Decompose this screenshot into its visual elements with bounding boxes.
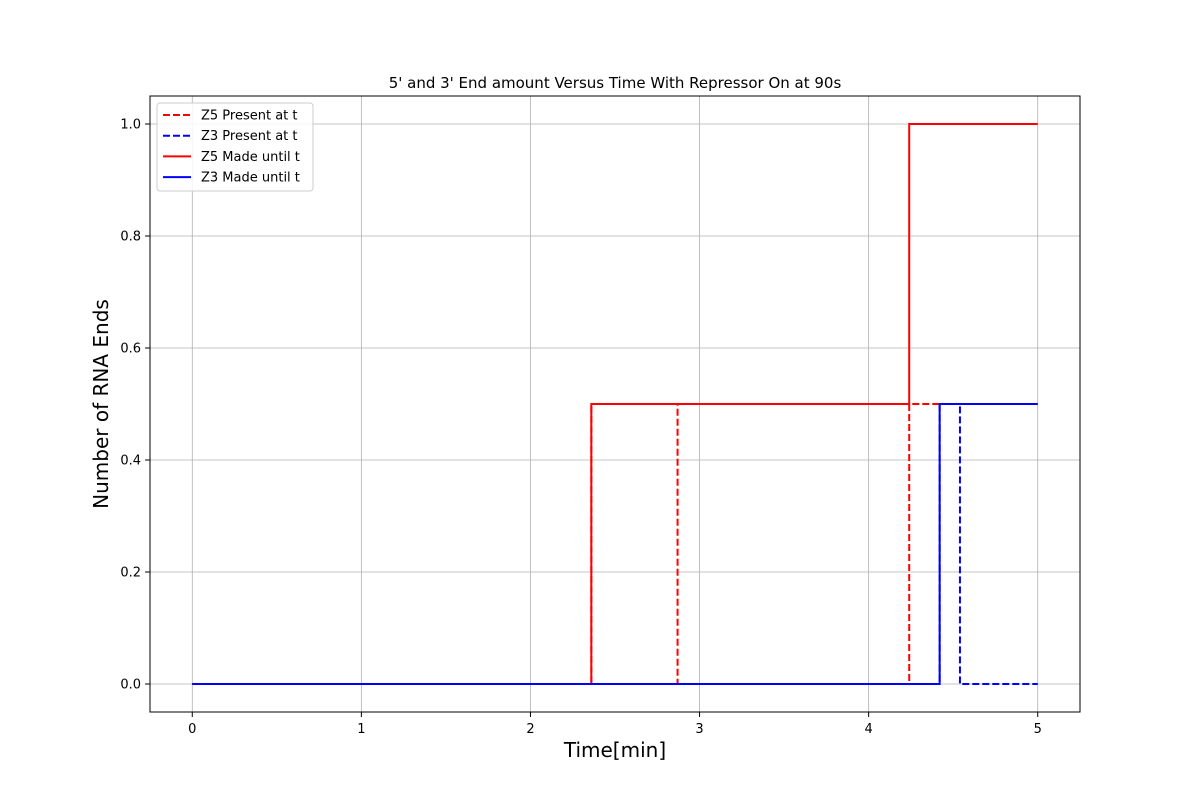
x-tick-label: 1 [357,722,365,737]
y-tick-label: 0.2 [120,566,141,581]
legend-box [156,102,314,192]
legend-label: Z3 Present at t [201,129,298,144]
plot-series [192,123,1038,685]
legend-label: Z5 Made until t [201,150,300,165]
x-tick-label: 4 [864,722,872,737]
legend-label: Z3 Made until t [201,171,300,186]
x-tick-label: 3 [695,722,703,737]
y-tick-label: 0.0 [120,678,141,693]
grid [150,96,1080,712]
y-tick-label: 0.4 [120,454,141,469]
y-tick-label: 0.8 [120,230,141,245]
plot-frame [149,95,1081,713]
y-tick-label: 0.6 [120,342,141,357]
y-tick-label: 1.0 [120,118,141,133]
x-axis-label: Time[min] [563,738,666,762]
x-tick-label: 5 [1034,722,1042,737]
axis-ticks: 0 1 2 3 4 5 0.0 0.2 0.4 0.6 0.8 1.0 [120,118,1042,738]
y-axis-label: Number of RNA Ends [89,299,113,509]
x-tick-label: 2 [526,722,534,737]
chart-title: 5' and 3' End amount Versus Time With Re… [389,74,842,92]
series-line-3 [192,403,1038,685]
legend-label: Z5 Present at t [201,109,298,124]
x-tick-label: 0 [188,722,196,737]
legend: Z5 Present at t Z3 Present at t Z5 Made un… [156,102,314,192]
